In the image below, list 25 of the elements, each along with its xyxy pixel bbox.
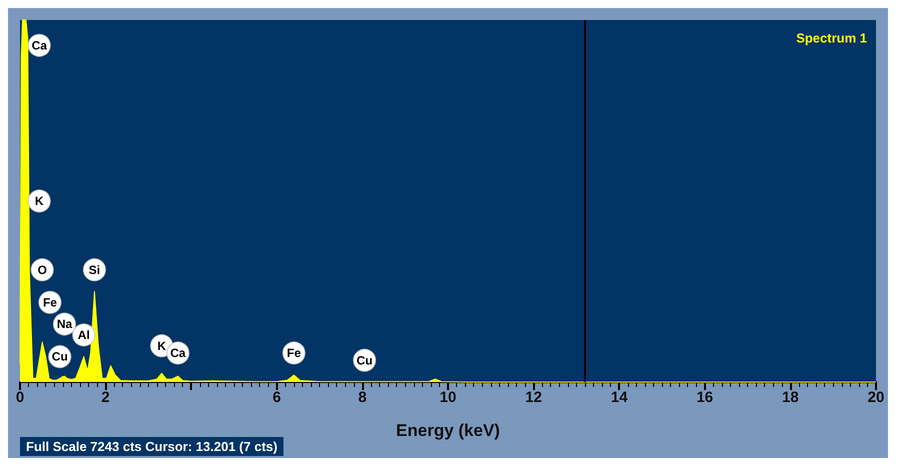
annotation: Cu [52, 350, 68, 364]
annotation: K [157, 338, 166, 353]
annotation: Ca [170, 346, 186, 360]
x-axis-title: Energy (keV) [396, 421, 500, 440]
x-tick-label: 10 [440, 389, 456, 406]
annotation: Si [88, 262, 100, 277]
x-tick-label: 6 [272, 389, 281, 406]
x-tick-label: 12 [525, 389, 542, 406]
x-tick-label: 8 [358, 389, 367, 406]
text: Full Scale 7243 cts Cursor: 13.201 (7 cts) [26, 439, 278, 454]
annotation: O [38, 262, 47, 277]
text: Spectrum 1 [796, 30, 868, 46]
x-tick-label: 16 [696, 389, 714, 406]
annotation: Al [78, 328, 90, 342]
x-tick-label: 20 [868, 389, 884, 406]
annotation: Na [56, 317, 73, 332]
x-tick-label: 2 [101, 389, 110, 406]
x-tick-label: 18 [782, 389, 799, 406]
annotation: Cu [356, 353, 373, 368]
annotation: Fe [286, 346, 302, 360]
annotation: Ca [32, 38, 48, 52]
annotation: Fe [42, 295, 58, 310]
x-tick-label: 0 [16, 389, 24, 406]
annotation: K [34, 194, 44, 208]
x-tick-label: 14 [610, 389, 628, 406]
